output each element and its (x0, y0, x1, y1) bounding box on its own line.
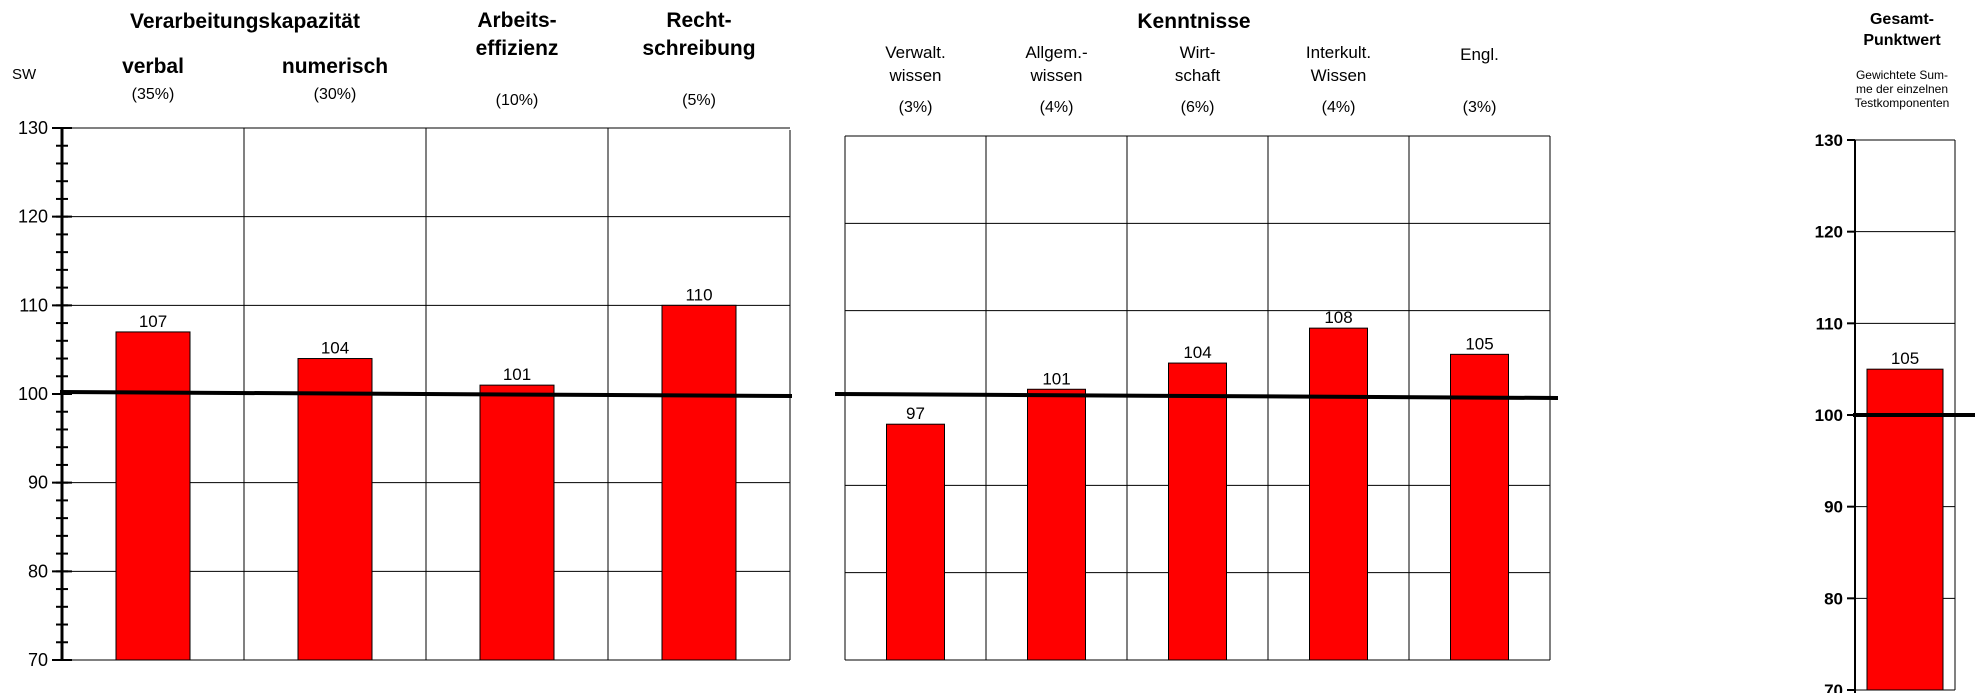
total-desc-line3: Testkomponenten (1855, 96, 1950, 110)
bar (886, 423, 945, 661)
bar (1866, 368, 1944, 691)
category-label: Wirt- (1180, 43, 1216, 62)
y-tick-label: 90 (28, 473, 48, 493)
category-weight: (5%) (682, 92, 716, 109)
category-label: Interkult. (1306, 43, 1371, 62)
bar-value-label: 104 (321, 339, 349, 358)
y-tick-label: 130 (18, 118, 48, 138)
y-tick-label: 70 (28, 650, 48, 670)
group1-title: Verarbeitungskapazität (130, 10, 360, 33)
total-desc-line2: me der einzelnen (1856, 82, 1948, 96)
group2-title: Kenntnisse (1137, 10, 1250, 33)
category-label: schaft (1175, 66, 1221, 85)
bar-value-label: 105 (1891, 349, 1919, 368)
category-label: Allgem.- (1025, 43, 1087, 62)
total-title-line1: Gesamt- (1870, 11, 1934, 28)
category-weight: (4%) (1040, 99, 1074, 116)
category-label: Arbeits- (477, 9, 556, 32)
bar-value-label: 107 (139, 312, 167, 331)
y-tick-label: 90 (1824, 498, 1843, 517)
category-weight: (6%) (1181, 99, 1215, 116)
category-label: verbal (122, 55, 184, 78)
bar-value-label: 105 (1465, 334, 1493, 353)
category-weight: (35%) (132, 86, 175, 103)
bar (661, 304, 737, 661)
sw-label: SW (12, 66, 37, 83)
category-label: effizienz (476, 37, 559, 60)
category-weight: (10%) (496, 92, 539, 109)
reference-line (834, 392, 1559, 400)
bar-value-label: 110 (685, 285, 712, 304)
y-tick-label: 80 (1824, 589, 1843, 608)
y-tick-label: 70 (1824, 681, 1843, 693)
bar-value-label: 104 (1183, 343, 1211, 362)
y-tick-label: 100 (18, 384, 48, 404)
total-title-line2: Punktwert (1863, 32, 1941, 49)
category-weight: (3%) (899, 99, 933, 116)
y-tick-label: 110 (1816, 314, 1843, 333)
y-tick-label: 120 (1815, 223, 1843, 242)
category-label: numerisch (282, 55, 388, 78)
bar (1168, 362, 1227, 661)
bar (1450, 353, 1509, 661)
reference-line (59, 390, 793, 398)
category-label: schreibung (642, 37, 755, 60)
category-weight: (4%) (1322, 99, 1356, 116)
bar (1027, 388, 1086, 661)
y-tick-label: 120 (18, 207, 48, 227)
y-tick-label: 110 (19, 295, 48, 315)
total-desc-line1: Gewichtete Sum- (1856, 68, 1948, 82)
category-label: wissen (889, 66, 942, 85)
bar (115, 331, 191, 661)
category-label: Verwalt. (885, 43, 945, 62)
category-label: Engl. (1460, 45, 1499, 64)
category-label: Wissen (1311, 66, 1367, 85)
bar (1309, 327, 1368, 661)
bar-value-label: 108 (1324, 308, 1352, 327)
bar (297, 358, 373, 661)
y-tick-label: 130 (1815, 131, 1843, 150)
bar-value-label: 101 (503, 365, 531, 384)
category-weight: (30%) (314, 86, 357, 103)
category-label: wissen (1030, 66, 1083, 85)
category-label: Recht- (666, 9, 731, 32)
y-tick-label: 80 (28, 561, 48, 581)
bar-value-label: 97 (906, 404, 925, 423)
category-weight: (3%) (1463, 99, 1497, 116)
y-tick-label: 100 (1815, 406, 1843, 425)
bar (479, 384, 555, 661)
bar-value-label: 101 (1042, 369, 1070, 388)
